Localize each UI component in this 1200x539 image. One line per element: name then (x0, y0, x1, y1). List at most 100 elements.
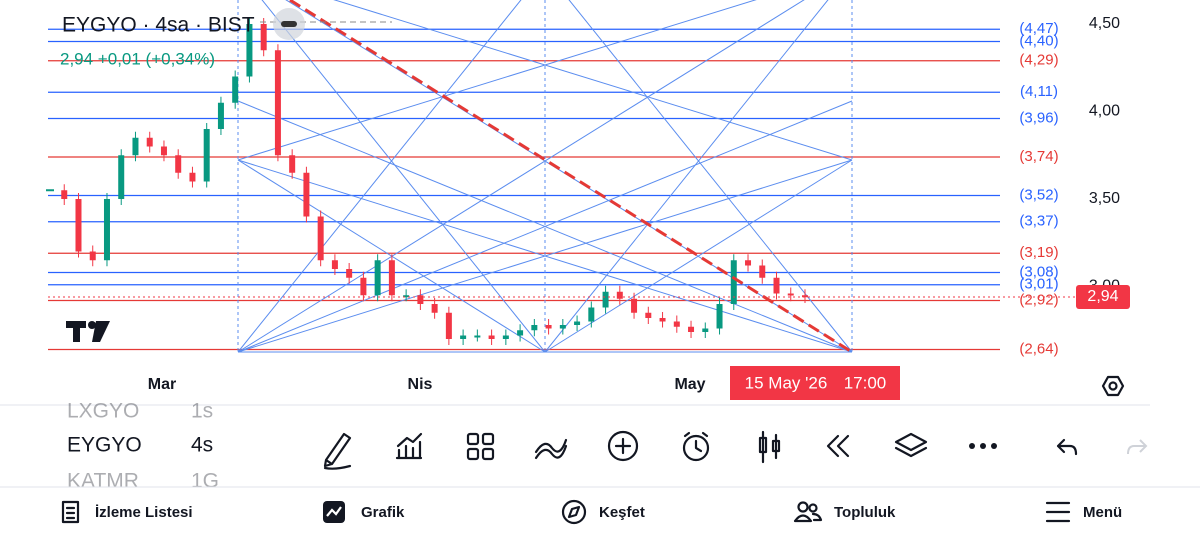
candle-body (118, 155, 125, 199)
candle-body (730, 260, 737, 304)
last-price-box (1076, 285, 1130, 309)
candle-body (716, 304, 723, 329)
watch-interval[interactable]: 4s (191, 434, 213, 457)
bar-type[interactable] (758, 430, 781, 464)
candle-body (89, 251, 96, 261)
candle-body (132, 137, 139, 156)
alert[interactable] (682, 431, 710, 462)
candle-body (517, 330, 524, 336)
watch-symbol[interactable]: KATMR (67, 470, 139, 493)
candle-body (160, 146, 167, 156)
candle-body (175, 155, 182, 173)
level-label: (3,19) (1019, 244, 1058, 261)
add[interactable] (607, 430, 639, 462)
nav-label[interactable]: İzleme Listesi (95, 504, 193, 521)
layers[interactable] (894, 432, 928, 458)
crosshair-date: 15 May '26 (745, 373, 828, 392)
time-tick-label: Mar (148, 376, 176, 393)
menu-icon (1045, 501, 1071, 523)
bottom-nav (61, 499, 1071, 525)
gann-line (544, 159, 853, 353)
level-label: (3,52) (1019, 186, 1058, 203)
candle-body (274, 50, 281, 156)
watch-interval[interactable]: 1G (191, 470, 219, 493)
candle-body (232, 76, 239, 103)
candle-body (360, 277, 367, 296)
watchlist-icon (61, 500, 80, 524)
candle-body (474, 335, 481, 338)
level-label: (4,40) (1019, 32, 1058, 49)
candle-body (659, 318, 666, 322)
candle-body (417, 295, 424, 304)
price-tick-label: 4,50 (1089, 15, 1120, 32)
candle-body (531, 325, 538, 331)
candle-body (588, 307, 595, 322)
undo[interactable] (1056, 438, 1078, 456)
indicators[interactable] (395, 432, 423, 460)
price-tick-label: 4,00 (1089, 103, 1120, 120)
candle-body (787, 293, 794, 296)
crosshair-time-box (730, 366, 900, 400)
candle-body (502, 335, 509, 339)
trend-line (289, 0, 853, 354)
watch-interval[interactable]: 1s (191, 400, 213, 423)
compare[interactable] (534, 438, 568, 460)
overlay: 2,94 Mar Nis May 15 May '26 17:00 (48, 285, 1130, 400)
watch-symbol[interactable]: LXGYO (67, 400, 139, 423)
candle-body (574, 321, 581, 325)
gann-line (333, 0, 853, 161)
level-label: (2,64) (1019, 340, 1058, 357)
time-tick-label: May (674, 376, 705, 393)
candle-body (203, 129, 210, 182)
candle-body (802, 295, 808, 298)
level-label: (4,47) (1019, 20, 1058, 37)
level-label: (3,37) (1019, 213, 1058, 230)
chart-icon-line (326, 506, 342, 517)
candle-body (431, 304, 438, 313)
replay[interactable] (826, 434, 850, 458)
nav-label[interactable]: Keşfet (599, 504, 645, 521)
settings[interactable] (1101, 375, 1125, 397)
layouts[interactable] (466, 432, 495, 461)
candle-body (631, 298, 638, 313)
community-icon (793, 501, 823, 523)
watchlist[interactable]: LXGYO 1s EYGYO 4s KATMR 1G (67, 400, 219, 493)
candle-body (303, 172, 310, 217)
more[interactable] (969, 443, 997, 449)
symbol-line[interactable]: EYGYO · 4sa · BIST (62, 14, 255, 37)
nav-label[interactable]: Grafik (361, 504, 405, 521)
candle-body (103, 199, 110, 261)
candle-body (545, 325, 552, 329)
level-label: (2,92) (1019, 291, 1058, 308)
last-price-label: 2,94 (1087, 288, 1118, 305)
candle-body (217, 102, 224, 129)
nav-labels: İzleme Listesi Grafik Keşfet Topluluk Menü (95, 504, 1122, 521)
gann-line (237, 159, 853, 353)
level-label: (3,08) (1019, 263, 1058, 280)
candle-body (559, 325, 566, 329)
nav-label[interactable]: Topluluk (834, 504, 896, 521)
redo[interactable] (1127, 439, 1148, 455)
gann-line (544, 0, 829, 353)
candle-body (246, 24, 253, 77)
candle-body (745, 260, 752, 266)
candle-body (331, 260, 338, 269)
nav-label[interactable]: Menü (1083, 504, 1122, 521)
level-label: (4,11) (1020, 83, 1058, 100)
level-label: (3,74) (1019, 148, 1058, 165)
candle-body (759, 265, 766, 278)
candle-body (260, 24, 267, 51)
candle-body (388, 260, 395, 296)
watch-symbol[interactable]: EYGYO (67, 434, 142, 457)
tv-logo (66, 321, 110, 342)
candles (46, 18, 808, 345)
candle-body (403, 295, 410, 298)
candle-body (602, 291, 609, 308)
candle-body (146, 137, 153, 147)
draw-tool[interactable] (323, 432, 352, 470)
level-label: (4,29) (1019, 52, 1058, 69)
candle-body (75, 199, 82, 252)
explore-icon (561, 499, 587, 525)
candle-body (645, 312, 652, 318)
